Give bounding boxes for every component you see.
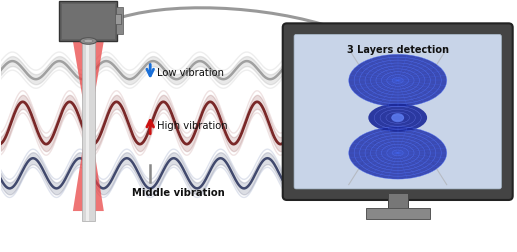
Polygon shape [72,36,105,211]
FancyBboxPatch shape [86,28,89,221]
Ellipse shape [349,127,447,179]
Ellipse shape [84,40,93,44]
FancyBboxPatch shape [82,28,95,221]
FancyBboxPatch shape [388,193,407,212]
Ellipse shape [391,114,404,123]
FancyBboxPatch shape [283,24,513,200]
FancyBboxPatch shape [116,8,124,35]
Text: 3 Layers detection: 3 Layers detection [347,45,449,55]
Ellipse shape [349,55,447,107]
Text: Middle vibration: Middle vibration [132,187,225,197]
Text: High vibration: High vibration [157,121,227,131]
Ellipse shape [80,39,97,45]
Ellipse shape [368,104,427,132]
FancyBboxPatch shape [59,2,117,42]
FancyBboxPatch shape [294,35,501,189]
Text: Low vibration: Low vibration [157,67,224,77]
Polygon shape [82,36,95,211]
FancyBboxPatch shape [366,208,430,219]
FancyBboxPatch shape [62,5,115,40]
FancyBboxPatch shape [115,15,121,25]
